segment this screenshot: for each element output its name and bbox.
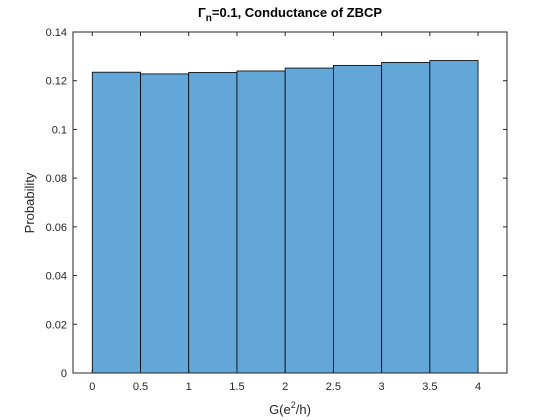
y-tick-label: 0.02 (46, 319, 67, 331)
histogram-bar (429, 60, 479, 374)
y-tick-label: 0.06 (46, 222, 67, 234)
axes-box (72, 31, 508, 374)
x-axis-label: G(e2/h) (269, 400, 311, 417)
histogram-bar (188, 72, 238, 374)
y-tick-label: 0.14 (46, 27, 67, 39)
histogram-bar (236, 70, 286, 374)
title-subscript: n (206, 13, 212, 24)
x-label-superscript: 2 (291, 400, 296, 410)
x-tick-label: 0 (89, 381, 95, 393)
histogram-bar (91, 71, 141, 374)
x-label-suffix: /h) (296, 402, 311, 417)
histogram-bar (332, 64, 383, 374)
x-tick-label: 2 (282, 381, 288, 393)
x-tick-label: 4 (475, 381, 481, 393)
x-tick-label: 3.5 (422, 381, 437, 393)
x-tick-label: 3 (379, 381, 385, 393)
title-rest: =0.1, Conductance of ZBCP (212, 5, 382, 20)
title-symbol: Γ (198, 5, 206, 20)
y-ticks-group: 0 0.02 0.04 0.06 0.08 0.1 0.12 0.14 (46, 27, 507, 380)
x-label-prefix: G(e (269, 402, 291, 417)
y-tick-label: 0.08 (46, 173, 67, 185)
y-tick-label: 0.12 (46, 76, 67, 88)
histogram-bar (284, 67, 334, 374)
y-tick-label: 0.1 (52, 124, 67, 136)
x-tick-label: 1.5 (229, 381, 244, 393)
x-ticks-group: 0 0.5 1 1.5 2 2.5 3 3.5 4 (89, 32, 481, 393)
y-tick-label: 0 (61, 368, 67, 380)
y-axis-label: Probability (22, 172, 37, 233)
chart-title: Γn=0.1, Conductance of ZBCP (198, 5, 382, 24)
x-tick-label: 2.5 (326, 381, 341, 393)
y-tick-label: 0.04 (46, 271, 67, 283)
histogram-bar (381, 62, 431, 374)
x-tick-label: 0.5 (133, 381, 148, 393)
bars-group (91, 60, 479, 374)
x-tick-label: 1 (186, 381, 192, 393)
histogram-bar (140, 73, 190, 374)
